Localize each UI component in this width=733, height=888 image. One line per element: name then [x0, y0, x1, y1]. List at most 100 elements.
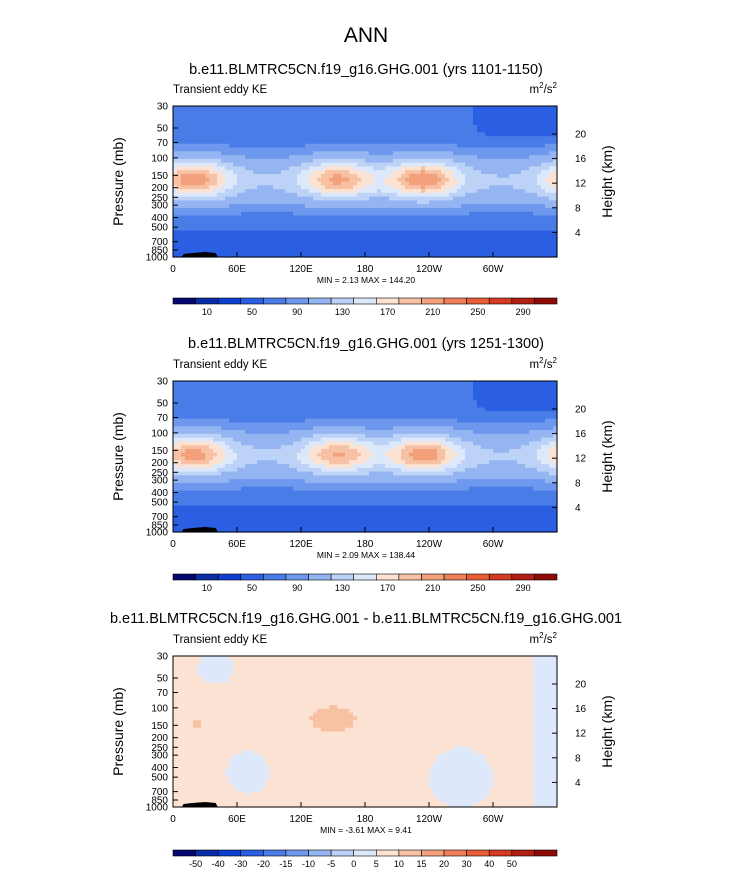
y-axis-label: Pressure (mb)	[110, 687, 126, 776]
y-tick-label: 30	[157, 102, 169, 113]
x-tick-label: 180	[357, 814, 374, 825]
colorbar-swatch	[466, 573, 490, 581]
colorbar-label: 15	[416, 859, 426, 869]
colorbar-label: 130	[335, 307, 350, 317]
y-tick-label: 250	[151, 468, 168, 479]
y-tick-label: 70	[157, 688, 169, 699]
colorbar-swatch	[534, 573, 558, 581]
colorbar-label: -20	[257, 859, 270, 869]
x-tick-label: 120W	[416, 814, 443, 825]
variable-label: Transient eddy KE	[173, 634, 268, 646]
colorbar: 10 50 90 130 170 210 250 290	[172, 297, 558, 317]
colorbar-label: 290	[516, 307, 531, 317]
panel-title: b.e11.BLMTRC5CN.f19_g16.GHG.001 - b.e11.…	[110, 611, 622, 627]
colorbar-swatch	[263, 573, 287, 581]
colorbar-label: -15	[279, 859, 292, 869]
stats-label: MIN = 2.13 MAX = 144.20	[317, 275, 416, 285]
units-label: m2/s2	[530, 631, 558, 646]
colorbar-swatch	[217, 849, 242, 857]
y-tick-label: 50	[157, 123, 169, 134]
contour-field	[173, 381, 558, 533]
colorbar-swatch	[421, 297, 445, 305]
colorbar-label: 50	[507, 859, 517, 869]
contour-field	[173, 656, 558, 808]
main-title: ANN	[344, 24, 388, 47]
y-tick-label: 100	[151, 703, 168, 714]
stats-label: MIN = 2.09 MAX = 138.44	[317, 550, 416, 560]
colorbar-swatch	[488, 297, 513, 305]
y-tick-label: 100	[151, 153, 168, 164]
topography	[181, 802, 218, 807]
y-tick-label: 100	[151, 428, 168, 439]
chart-panel-1: b.e11.BLMTRC5CN.f19_g16.GHG.001 (yrs 110…	[110, 62, 615, 317]
chart-panel-3: b.e11.BLMTRC5CN.f19_g16.GHG.001 - b.e11.…	[110, 611, 622, 869]
height-tick-label: 8	[575, 478, 581, 489]
height-tick-label: 4	[575, 503, 581, 514]
colorbar-swatch	[488, 849, 513, 857]
chart-panel-2: b.e11.BLMTRC5CN.f19_g16.GHG.001 (yrs 125…	[110, 336, 615, 593]
colorbar-swatch	[308, 297, 332, 305]
colorbar-label: 250	[470, 307, 485, 317]
colorbar-swatch	[353, 297, 377, 305]
right-axis-label: Height (km)	[599, 420, 615, 492]
y-tick-label: 700	[151, 237, 168, 248]
x-tick-label: 60W	[483, 814, 504, 825]
x-tick-label: 180	[357, 264, 374, 275]
y-tick-label: 150	[151, 721, 168, 732]
colorbar-swatch	[488, 573, 513, 581]
colorbar-swatch	[195, 297, 219, 305]
y-tick-label: 500	[151, 773, 168, 784]
y-tick-label: 200	[151, 733, 168, 744]
y-tick-label: 150	[151, 171, 168, 182]
colorbar-swatch	[398, 849, 422, 857]
y-tick-label: 700	[151, 787, 168, 798]
y-tick-label: 400	[151, 763, 168, 774]
colorbar-swatch	[240, 297, 264, 305]
colorbar-swatch	[443, 297, 467, 305]
x-tick-label: 0	[170, 539, 176, 550]
colorbar-label: 130	[335, 583, 350, 593]
y-tick-label: 400	[151, 213, 168, 224]
colorbar: 10 50 90 130 170 210 250 290	[172, 573, 558, 593]
colorbar-swatch	[195, 849, 219, 857]
colorbar-swatch	[421, 849, 445, 857]
colorbar-label: 20	[439, 859, 449, 869]
x-tick-label: 180	[357, 539, 374, 550]
y-tick-label: 50	[157, 398, 169, 409]
colorbar-label: 10	[202, 583, 212, 593]
colorbar-label: 170	[380, 307, 395, 317]
colorbar-label: 5	[374, 859, 379, 869]
colorbar-label: 10	[202, 307, 212, 317]
right-axis-label: Height (km)	[599, 145, 615, 217]
colorbar-label: -5	[327, 859, 335, 869]
panel-title: b.e11.BLMTRC5CN.f19_g16.GHG.001 (yrs 125…	[188, 336, 544, 352]
x-tick-label: 60W	[483, 539, 504, 550]
colorbar-swatch	[172, 849, 196, 857]
y-tick-label: 200	[151, 183, 168, 194]
right-axis-label: Height (km)	[599, 695, 615, 767]
y-tick-label: 1000	[146, 253, 169, 264]
colorbar-label: 210	[425, 583, 440, 593]
colorbar-label: 30	[462, 859, 472, 869]
y-tick-label: 30	[157, 377, 169, 388]
y-tick-label: 400	[151, 488, 168, 499]
colorbar-swatch	[330, 297, 355, 305]
units-label: m2/s2	[530, 356, 558, 371]
y-tick-label: 300	[151, 751, 168, 762]
y-tick-label: 850	[151, 796, 168, 807]
colorbar-swatch	[240, 573, 264, 581]
x-tick-label: 60E	[228, 814, 246, 825]
colorbar-swatch	[263, 849, 287, 857]
x-tick-label: 0	[170, 264, 176, 275]
height-tick-label: 4	[575, 778, 581, 789]
colorbar-swatch	[421, 573, 445, 581]
height-tick-label: 20	[575, 129, 587, 140]
colorbar-label: 0	[351, 859, 356, 869]
x-tick-label: 60E	[228, 539, 246, 550]
colorbar-label: 50	[247, 583, 257, 593]
colorbar-swatch	[240, 849, 264, 857]
y-tick-label: 50	[157, 673, 169, 684]
colorbar-swatch	[466, 297, 490, 305]
colorbar-swatch	[375, 573, 400, 581]
